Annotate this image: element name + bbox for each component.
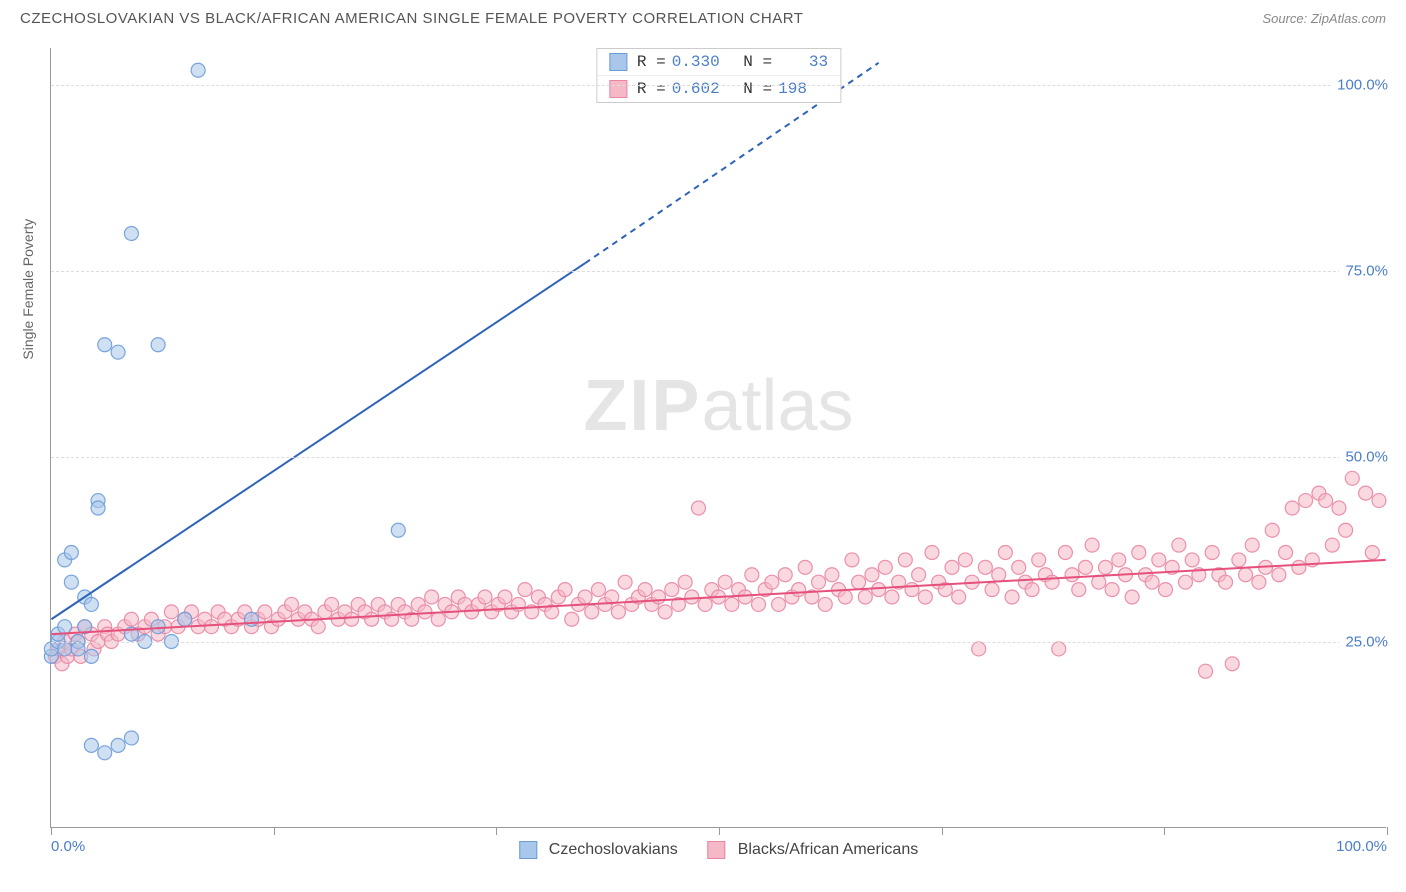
gridline xyxy=(51,85,1386,86)
stats-legend-box: R = 0.330 N = 33 R = 0.602 N = 198 xyxy=(596,48,841,103)
xtick xyxy=(1164,827,1165,835)
scatter-svg xyxy=(51,48,1386,827)
gridline xyxy=(51,457,1386,458)
legend-item-2: Blacks/African Americans xyxy=(708,841,919,859)
bottom-legend: Czechoslovakians Blacks/African American… xyxy=(519,841,918,859)
legend-label-2: Blacks/African Americans xyxy=(738,841,919,859)
xtick xyxy=(942,827,943,835)
xtick xyxy=(51,827,52,835)
gridline xyxy=(51,271,1386,272)
legend-swatch-1 xyxy=(519,841,537,859)
swatch-series2 xyxy=(609,80,627,98)
stats-row-2: R = 0.602 N = 198 xyxy=(597,75,840,102)
legend-swatch-2 xyxy=(708,841,726,859)
stats-row-1: R = 0.330 N = 33 xyxy=(597,49,840,75)
xtick-label: 100.0% xyxy=(1336,838,1387,855)
swatch-series1 xyxy=(609,53,627,71)
legend-label-1: Czechoslovakians xyxy=(549,841,678,859)
xtick xyxy=(719,827,720,835)
chart-plot-area: ZIPatlas R = 0.330 N = 33 R = 0.602 N = … xyxy=(50,48,1386,828)
gridline xyxy=(51,642,1386,643)
xtick xyxy=(274,827,275,835)
ytick-label: 75.0% xyxy=(1339,262,1388,279)
xtick xyxy=(496,827,497,835)
source-label: Source: ZipAtlas.com xyxy=(1262,11,1386,26)
ytick-label: 50.0% xyxy=(1339,448,1388,465)
y-axis-label: Single Female Poverty xyxy=(20,219,36,360)
legend-item-1: Czechoslovakians xyxy=(519,841,678,859)
xtick-label: 0.0% xyxy=(51,838,85,855)
ytick-label: 100.0% xyxy=(1331,77,1388,94)
ytick-label: 25.0% xyxy=(1339,634,1388,651)
chart-title: CZECHOSLOVAKIAN VS BLACK/AFRICAN AMERICA… xyxy=(20,10,803,27)
xtick xyxy=(1387,827,1388,835)
